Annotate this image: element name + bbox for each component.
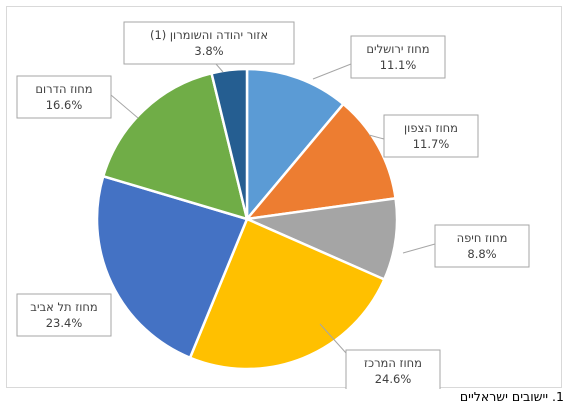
slice-label: מחוז תל אביב [30,300,97,314]
slice-label: מחוז המרכז [364,356,422,370]
pie-slice-3 [242,196,399,282]
pie-slice-7 [210,67,249,220]
callout-box-5 [16,293,112,337]
slice-value-label: 3.8% [194,44,223,58]
leader-line-4 [319,323,347,354]
leader-line-6 [110,94,139,119]
slice-label: מחוז חיפה [457,231,508,245]
footnote: 1. יישובים ישראליים [459,389,564,404]
callout-box-3 [434,224,530,268]
slice-value-label: 8.8% [467,247,496,261]
chart-frame: מחוז ירושלים 11.1% מחוז הצפון 11.7% מחוז חיפ… [6,6,562,389]
slice-value-label: 11.1% [380,58,417,72]
pie-chart: מחוז ירושלים 11.1% מחוז הצפון 11.7% מחוז חיפ… [16,21,530,389]
leader-line-2 [368,134,385,140]
slice-label: מחוז ירושלים [366,42,429,56]
slice-value-label: 23.4% [46,316,83,330]
pie-slice-4 [188,217,386,371]
slice-value-label: 11.7% [413,137,450,151]
callout-box-6 [16,75,112,119]
slice-value-label: 24.6% [375,372,412,386]
leader-line-1 [312,63,352,80]
pie-slice-5 [95,174,249,360]
callout-box-4 [345,349,441,389]
callout-box-2 [383,114,479,158]
leader-line-3 [402,243,436,254]
slice-label: מחוז הדרום [35,82,92,96]
callout-box-1 [350,35,446,79]
pie-slice-6 [101,71,249,221]
slice-label: אזור יהודה והשומרון (1) [150,28,268,42]
pie-slice-2 [243,102,397,221]
pie-slice-1 [245,67,346,223]
slice-label: מחוז הצפון [404,121,458,135]
leader-line-7 [215,63,224,73]
slice-value-label: 16.6% [46,98,83,112]
callout-box-7 [123,21,295,65]
